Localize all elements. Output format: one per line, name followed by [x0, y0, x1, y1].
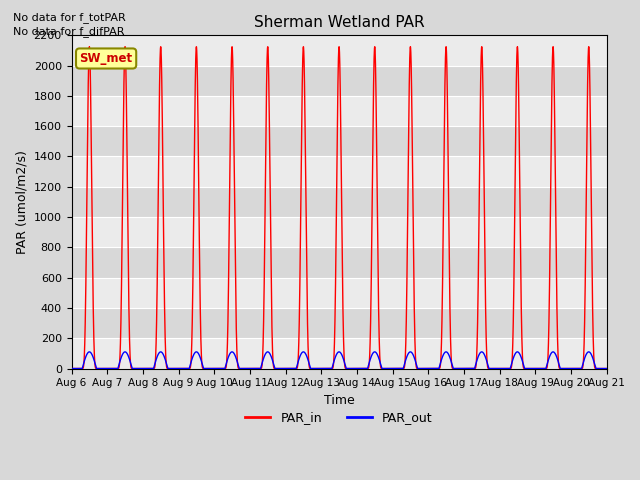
X-axis label: Time: Time [324, 394, 355, 407]
Bar [72, 187, 607, 217]
Bar [72, 96, 607, 126]
Bar [72, 156, 607, 187]
Bar [72, 308, 607, 338]
Bar [72, 66, 607, 96]
Bar [72, 36, 607, 66]
Text: No data for f_totPAR: No data for f_totPAR [13, 12, 125, 23]
Legend: PAR_in, PAR_out: PAR_in, PAR_out [241, 406, 438, 429]
Bar [72, 126, 607, 156]
Text: SW_met: SW_met [79, 52, 132, 65]
Bar [72, 217, 607, 247]
Y-axis label: PAR (umol/m2/s): PAR (umol/m2/s) [15, 150, 28, 254]
Text: No data for f_difPAR: No data for f_difPAR [13, 26, 124, 37]
Bar [72, 277, 607, 308]
Bar [72, 247, 607, 277]
Bar [72, 338, 607, 369]
Title: Sherman Wetland PAR: Sherman Wetland PAR [253, 15, 424, 30]
